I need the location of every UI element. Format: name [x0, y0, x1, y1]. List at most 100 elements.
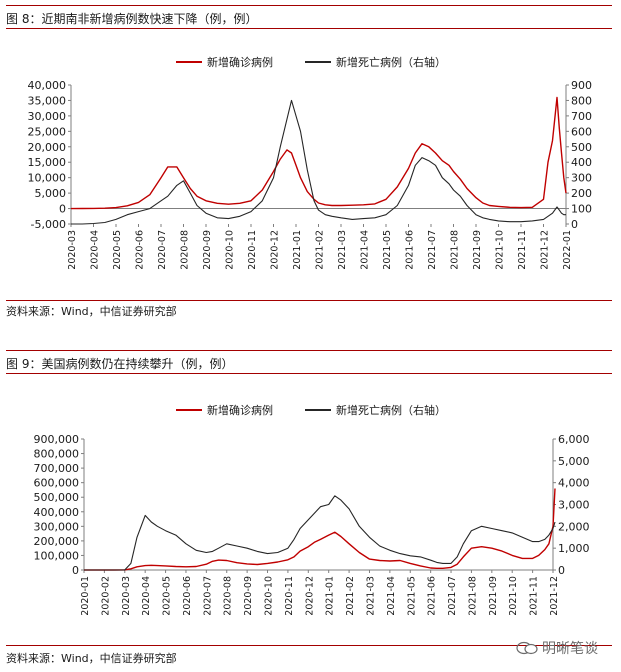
x-tick-label: 2021-06	[405, 230, 416, 270]
y-right-tick-label: 200	[571, 187, 592, 200]
x-tick-label: 2020-03	[67, 230, 78, 270]
y-left-tick-label: 100,000	[34, 549, 80, 562]
y-left-tick-label: 0	[59, 203, 66, 216]
y-right-tick-label: 3,000	[558, 499, 590, 512]
y-right-tick-label: 500	[571, 141, 592, 154]
y-left-tick-label: 20,000	[28, 141, 67, 154]
y-right-tick-label: 4,000	[558, 477, 590, 490]
y-right-tick-label: 0	[571, 218, 578, 231]
x-tick-label: 2021-08	[467, 576, 478, 616]
x-tick-label: 2021-02	[345, 576, 356, 616]
x-tick-label: 2020-09	[202, 230, 213, 270]
x-tick-label: 2020-12	[270, 230, 281, 270]
x-tick-label: 2021-05	[406, 576, 417, 616]
y-right-tick-label: 0	[558, 564, 565, 577]
x-tick-label: 2021-08	[450, 230, 461, 270]
figure-8-source-rule	[6, 300, 612, 301]
figure-9-title: 图 9：美国病例数仍在持续攀升（例，例）	[6, 357, 234, 371]
y-left-tick-label: 600,000	[34, 477, 80, 490]
y-left-tick-label: 30,000	[28, 110, 67, 123]
x-tick-label: 2020-06	[135, 230, 146, 270]
x-tick-label: 2021-01	[325, 576, 336, 616]
x-tick-label: 2021-06	[427, 576, 438, 616]
figure-8-top-rule	[6, 5, 612, 6]
y-right-tick-label: 600	[571, 125, 592, 138]
x-tick-label: 2021-05	[382, 230, 393, 270]
x-tick-label: 2021-12	[549, 576, 560, 616]
x-tick-label: 2021-10	[495, 230, 506, 270]
y-left-tick-label: 400,000	[34, 506, 80, 519]
y-right-tick-label: 5,000	[558, 455, 590, 468]
new-cases-line	[84, 488, 556, 571]
x-tick-label: 2020-01	[80, 576, 91, 616]
figure-9-source-rule	[6, 645, 612, 646]
y-right-tick-label: 400	[571, 156, 592, 169]
x-tick-label: 2020-12	[304, 576, 315, 616]
y-left-tick-label: 900,000	[34, 433, 80, 446]
y-left-tick-label: 500,000	[34, 491, 80, 504]
y-left-tick-label: 15,000	[28, 156, 67, 169]
x-tick-label: 2021-01	[292, 230, 303, 270]
figure-8-source: 资料来源：Wind，中信证券研究部	[6, 305, 177, 318]
x-tick-label: 2020-11	[247, 230, 258, 270]
x-tick-label: 2021-07	[427, 230, 438, 270]
y-left-tick-label: 800,000	[34, 448, 80, 461]
legend-deaths-label: 新增死亡病例（右轴）	[336, 55, 446, 69]
x-tick-label: 2020-10	[264, 576, 275, 616]
new-cases-line	[70, 96, 567, 210]
legend-deaths-label: 新增死亡病例（右轴）	[336, 403, 446, 417]
x-tick-label: 2020-06	[182, 576, 193, 616]
y-right-tick-label: 1,000	[558, 542, 590, 555]
x-tick-label: 2020-04	[90, 230, 101, 270]
y-right-tick-label: 800	[571, 94, 592, 107]
y-left-tick-label: 200,000	[34, 535, 80, 548]
south-africa-cases-chart: -5,000 0 5,000 10,000 15,000 20,000 25,000 30,0…	[28, 55, 593, 270]
y-right-tick-label: 900	[571, 79, 592, 92]
y-right-tick-label: 700	[571, 110, 592, 123]
x-tick-label: 2021-07	[447, 576, 458, 616]
figure-9-top-rule	[6, 350, 612, 351]
x-tick-label: 2021-10	[508, 576, 519, 616]
x-tick-label: 2020-07	[202, 576, 213, 616]
y-right-tick-label: 2,000	[558, 520, 590, 533]
x-tick-label: 2021-03	[365, 576, 376, 616]
x-tick-label: 2021-09	[488, 576, 499, 616]
x-tick-label: 2021-02	[315, 230, 326, 270]
y-right-tick-label: 300	[571, 172, 592, 185]
x-tick-label: 2021-04	[360, 230, 371, 270]
y-left-tick-label: 5,000	[35, 187, 67, 200]
x-tick-label: 2020-03	[121, 576, 132, 616]
new-deaths-line	[71, 99, 566, 225]
x-tick-label: 2020-08	[223, 576, 234, 616]
new-deaths-line	[84, 495, 556, 571]
y-left-tick-label: -5,000	[31, 218, 66, 231]
y-left-tick-label: 10,000	[28, 172, 67, 185]
x-tick-label: 2021-04	[386, 576, 397, 616]
figure-9-source: 资料来源：Wind，中信证券研究部	[6, 652, 177, 665]
figure-8-title: 图 8：近期南非新增病例数快速下降（例，例）	[6, 12, 258, 26]
x-tick-label: 2020-07	[157, 230, 168, 270]
x-tick-label: 2021-11	[517, 230, 528, 270]
legend-cases-label: 新增确诊病例	[207, 55, 273, 69]
watermark-text: 明晰笔谈	[542, 641, 598, 657]
legend-cases-label: 新增确诊病例	[207, 403, 273, 417]
x-tick-label: 2020-05	[162, 576, 173, 616]
y-left-tick-label: 300,000	[34, 520, 80, 533]
y-left-tick-label: 25,000	[28, 125, 67, 138]
x-tick-label: 2020-02	[100, 576, 111, 616]
x-tick-label: 2021-03	[337, 230, 348, 270]
x-tick-label: 2022-01	[562, 230, 573, 270]
x-tick-label: 2020-04	[141, 576, 152, 616]
y-left-tick-label: 35,000	[28, 94, 67, 107]
watermark: 明晰笔谈	[516, 638, 598, 658]
x-tick-label: 2020-09	[243, 576, 254, 616]
figure-9-title-rule	[6, 373, 612, 374]
x-tick-label: 2020-08	[180, 230, 191, 270]
y-right-tick-label: 100	[571, 203, 592, 216]
y-right-tick-label: 6,000	[558, 433, 590, 446]
wechat-icon	[516, 641, 538, 655]
y-left-tick-label: 0	[72, 564, 79, 577]
y-left-tick-label: 700,000	[34, 462, 80, 475]
x-tick-label: 2021-11	[529, 576, 540, 616]
